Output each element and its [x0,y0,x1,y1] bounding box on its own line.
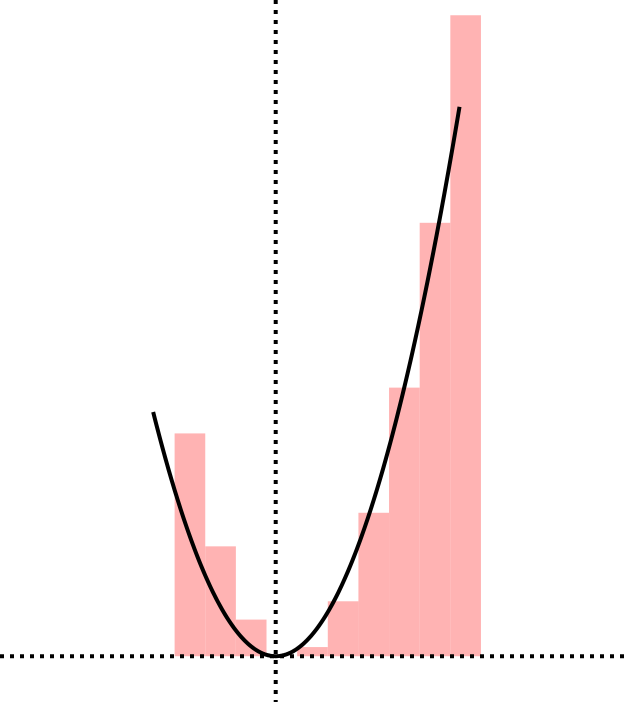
curve-layer [151,106,462,659]
bar-5 [327,601,359,657]
bar-4 [297,647,328,657]
bar-9 [450,15,481,657]
parabola-curve [151,106,462,659]
bar-0 [174,433,206,657]
bar-1 [205,546,236,657]
bars-layer [174,15,481,657]
